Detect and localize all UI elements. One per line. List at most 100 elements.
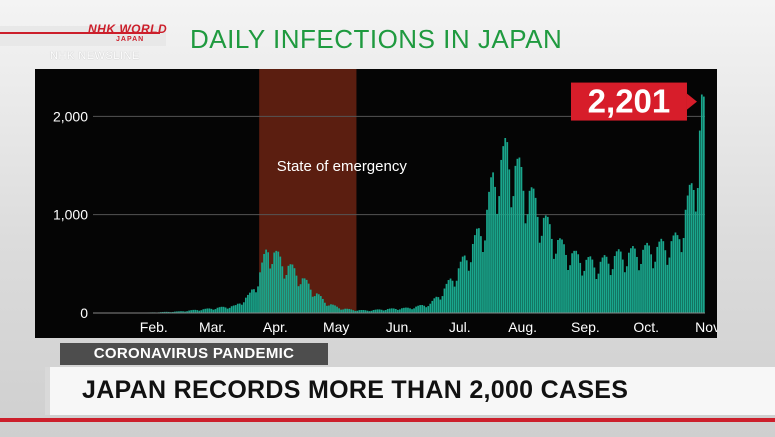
daily-bar (611, 269, 614, 313)
daily-bar (433, 298, 436, 313)
daily-bar (372, 309, 375, 313)
x-tick-label: Aug. (508, 319, 537, 335)
daily-bar (165, 311, 168, 313)
kicker-label: CORONAVIRUS PANDEMIC (60, 343, 328, 365)
daily-bar (587, 257, 590, 313)
daily-bar (623, 272, 626, 313)
daily-bar (311, 296, 314, 313)
daily-bar (317, 294, 320, 313)
daily-bar (212, 309, 215, 313)
daily-bar (236, 303, 239, 313)
daily-bar (524, 223, 527, 313)
daily-bar (291, 264, 294, 313)
daily-bar (698, 130, 701, 313)
daily-bar (528, 190, 531, 313)
daily-bar (465, 260, 468, 313)
x-tick-label: May (323, 319, 349, 335)
daily-bar (441, 296, 444, 313)
daily-bar (332, 304, 334, 313)
daily-bar (658, 241, 661, 313)
daily-bar (640, 263, 642, 313)
daily-bar (354, 310, 357, 313)
daily-bar (326, 305, 328, 313)
daily-bar (459, 261, 462, 313)
daily-bar (607, 263, 610, 313)
daily-bar (186, 311, 188, 313)
daily-bar (431, 300, 434, 313)
daily-bar (427, 306, 430, 313)
daily-bar (210, 308, 213, 313)
daily-bar (238, 303, 241, 313)
daily-bar (455, 280, 458, 313)
daily-bar (163, 311, 166, 313)
daily-bar (324, 302, 326, 313)
daily-bar (613, 256, 616, 313)
daily-bar (342, 309, 344, 313)
daily-bar (358, 310, 361, 313)
y-tick-label: 0 (80, 305, 88, 321)
daily-bar (672, 235, 675, 313)
daily-bar (249, 292, 251, 313)
daily-bar (259, 272, 261, 313)
daily-bar (664, 250, 667, 313)
daily-bar (601, 257, 604, 313)
daily-bar (579, 262, 582, 313)
daily-bar (394, 308, 397, 313)
daily-bar (405, 307, 407, 313)
x-tick-label: Mar. (199, 319, 226, 335)
daily-bar (232, 305, 235, 313)
daily-bar (625, 266, 628, 313)
daily-bar (206, 308, 209, 313)
daily-bar (593, 267, 596, 313)
daily-bar (265, 249, 267, 313)
daily-bar (413, 308, 415, 313)
daily-bar (368, 311, 371, 313)
daily-bar (486, 209, 488, 313)
daily-bar (261, 262, 263, 313)
emergency-label: State of emergency (277, 158, 408, 175)
daily-bar (605, 256, 608, 313)
daily-bar (340, 309, 342, 313)
daily-bar (230, 306, 233, 313)
daily-bar (502, 146, 505, 313)
daily-bar (344, 308, 347, 313)
daily-bar (190, 310, 192, 313)
daily-bar (346, 308, 349, 313)
daily-bar (595, 279, 598, 313)
daily-bar (392, 308, 395, 313)
daily-bar (172, 311, 174, 313)
daily-bar (662, 241, 665, 313)
emergency-period-band (259, 69, 357, 313)
logo-plate (0, 26, 166, 46)
daily-bar (366, 310, 369, 313)
daily-bar (678, 239, 681, 313)
daily-bar (257, 286, 259, 313)
daily-bar (599, 261, 602, 313)
daily-bar (208, 308, 211, 313)
daily-bar (480, 236, 482, 313)
daily-bar (512, 196, 515, 313)
daily-bar (299, 284, 302, 313)
daily-bar (307, 283, 310, 313)
daily-bar (222, 306, 225, 313)
daily-bar (642, 249, 644, 313)
daily-bar (382, 310, 385, 313)
daily-bar (360, 310, 363, 313)
daily-bar (319, 296, 322, 313)
daily-bar (439, 299, 442, 313)
daily-bar (573, 250, 576, 313)
daily-bar (396, 309, 399, 313)
daily-bar (226, 308, 229, 313)
daily-bar (374, 309, 377, 313)
daily-bar (279, 256, 282, 313)
daily-bar (522, 190, 525, 313)
x-tick-label: Feb. (140, 319, 168, 335)
daily-bar (364, 310, 367, 313)
daily-bar (386, 309, 389, 313)
daily-bar (384, 309, 387, 313)
daily-bar (348, 308, 351, 313)
daily-bar (202, 309, 205, 313)
daily-bar (619, 251, 622, 313)
x-tick-label: Jun. (386, 319, 412, 335)
broadcaster-logo: NHK WORLD (88, 22, 168, 36)
